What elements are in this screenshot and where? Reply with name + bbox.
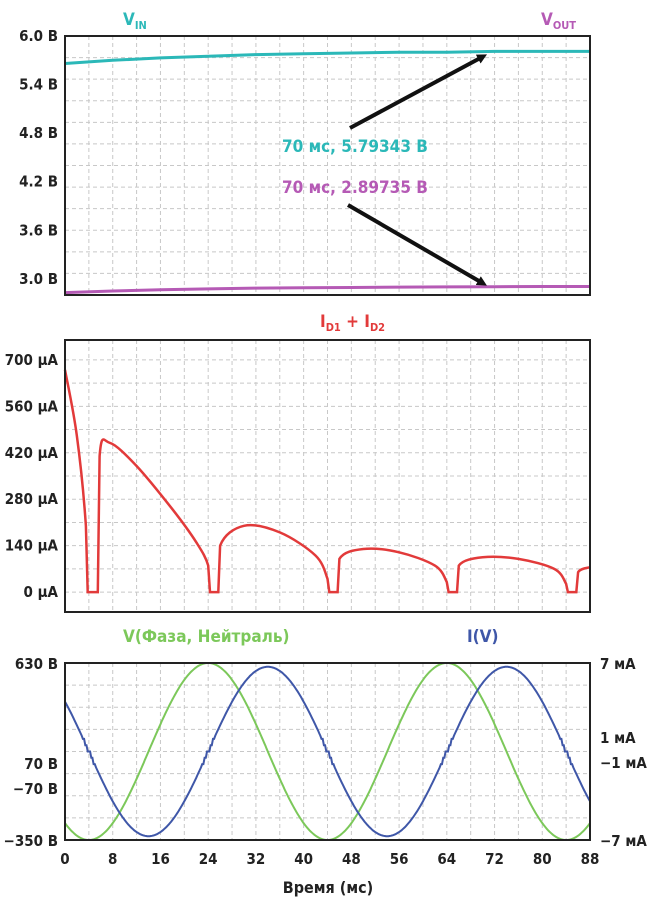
y-ticks: 630 В 70 В −70 В −350 В 7 мА 1 мА −1 мА −7 мА — [4, 655, 647, 850]
y-tick-label: 4.2 В — [19, 173, 58, 191]
y-tick-label: 280 µA — [5, 490, 59, 508]
y-tick-label-left: −70 В — [13, 780, 58, 798]
y-ticks: 6.0 В 5.4 В 4.8 В 4.2 В 3.6 В 3.0 В — [19, 27, 58, 288]
series-line-vout — [64, 285, 590, 295]
series-line-vin — [64, 49, 590, 65]
series-label-id1-id2: ID1 + ID2 — [320, 312, 385, 334]
y-tick-label-right: −7 мА — [600, 832, 647, 850]
plot-frame — [64, 35, 591, 296]
series-group — [64, 49, 590, 295]
annotation-vout: 70 мс, 2.89735 В — [282, 178, 428, 198]
series-label-voltage: V(Фаза, Нейтраль) — [123, 627, 290, 647]
y-tick-label-right: −1 мА — [600, 754, 647, 772]
x-tick-label: 16 — [151, 850, 170, 868]
annotation-arrow — [349, 54, 488, 130]
series-line-diode-current — [63, 369, 591, 594]
annotation-arrows — [346, 54, 488, 286]
x-tick-label: 24 — [199, 850, 218, 868]
x-tick-label: 0 — [60, 850, 69, 868]
y-tick-label: 560 µA — [5, 397, 59, 415]
series-label-current: I(V) — [467, 627, 499, 647]
panel-current: ID1 + ID2 700 µA 560 µA 420 µA 280 µA 140 µA… — [5, 312, 591, 613]
annotation-arrow — [346, 203, 487, 286]
grid — [65, 36, 590, 295]
x-tick-label: 40 — [294, 850, 313, 868]
x-tick-label: 48 — [342, 850, 361, 868]
panel-phase: V(Фаза, Нейтраль) I(V) 630 В 70 В −70 В −35… — [4, 627, 647, 897]
x-axis-label: Время (мс) — [283, 878, 374, 897]
y-tick-label: 6.0 В — [19, 27, 58, 45]
x-tick-label: 32 — [247, 850, 266, 868]
plot-frame — [64, 662, 591, 841]
series-label-vout: VOUT — [541, 10, 576, 32]
x-tick-label: 64 — [437, 850, 456, 868]
y-tick-label-left: 630 В — [15, 655, 58, 673]
x-tick-label: 56 — [390, 850, 409, 868]
grid — [65, 340, 590, 612]
x-tick-label: 88 — [581, 850, 600, 868]
plot-frame — [64, 339, 591, 613]
y-tick-label: 420 µA — [5, 444, 59, 462]
y-tick-label: 5.4 В — [19, 76, 58, 94]
y-tick-label-right: 7 мА — [600, 655, 636, 673]
y-tick-label-left: 70 В — [24, 755, 58, 773]
y-tick-label: 0 µA — [24, 583, 59, 601]
y-tick-label-right: 1 мА — [600, 729, 636, 747]
y-tick-label: 4.8 В — [19, 124, 58, 142]
x-ticks: 0 8 16 24 32 40 48 56 64 72 80 88 — [60, 850, 599, 868]
grid — [65, 663, 590, 840]
x-tick-label: 72 — [485, 850, 504, 868]
series-label-vin: VIN — [123, 10, 147, 32]
panel-voltage: VIN VOUT 6.0 В5.4 В4.8 В4.2 В3.6 В3.0 В … — [19, 10, 591, 296]
y-tick-label: 140 µA — [5, 537, 59, 555]
y-ticks: 700 µA 560 µA 420 µA 280 µA 140 µA 0 µA — [5, 351, 59, 601]
x-tick-label: 80 — [533, 850, 552, 868]
y-tick-label: 3.6 В — [19, 221, 58, 239]
series-group — [63, 369, 591, 594]
x-tick-label: 8 — [108, 850, 117, 868]
y-tick-label-left: −350 В — [4, 832, 58, 850]
y-tick-label: 3.0 В — [19, 270, 58, 288]
annotation-vin: 70 мс, 5.79343 В — [282, 137, 428, 157]
series-line-current — [64, 665, 591, 838]
y-tick-label: 700 µA — [5, 351, 59, 369]
